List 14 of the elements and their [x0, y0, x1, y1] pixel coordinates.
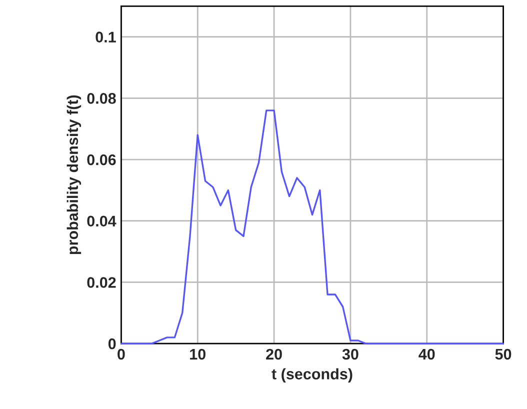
x-tick-label: 20	[266, 348, 282, 360]
x-tick-label: 10	[190, 348, 206, 360]
x-tick-label: 0	[118, 348, 125, 360]
y-axis-title: probability density f(t)	[66, 95, 82, 254]
y-tick-label: 0	[108, 338, 116, 350]
y-tick-label: 0.06	[87, 154, 116, 166]
x-tick-label: 30	[342, 348, 358, 360]
x-tick-label: 40	[418, 348, 435, 360]
y-tick-label: 0.08	[87, 93, 116, 104]
x-axis-title: t (seconds)	[272, 368, 352, 382]
y-tick-label: 0.04	[87, 216, 116, 227]
y-tick-label: 0.02	[87, 277, 116, 288]
x-tick-label: 50	[495, 348, 512, 360]
y-tick-label: 0.1	[96, 32, 116, 42]
